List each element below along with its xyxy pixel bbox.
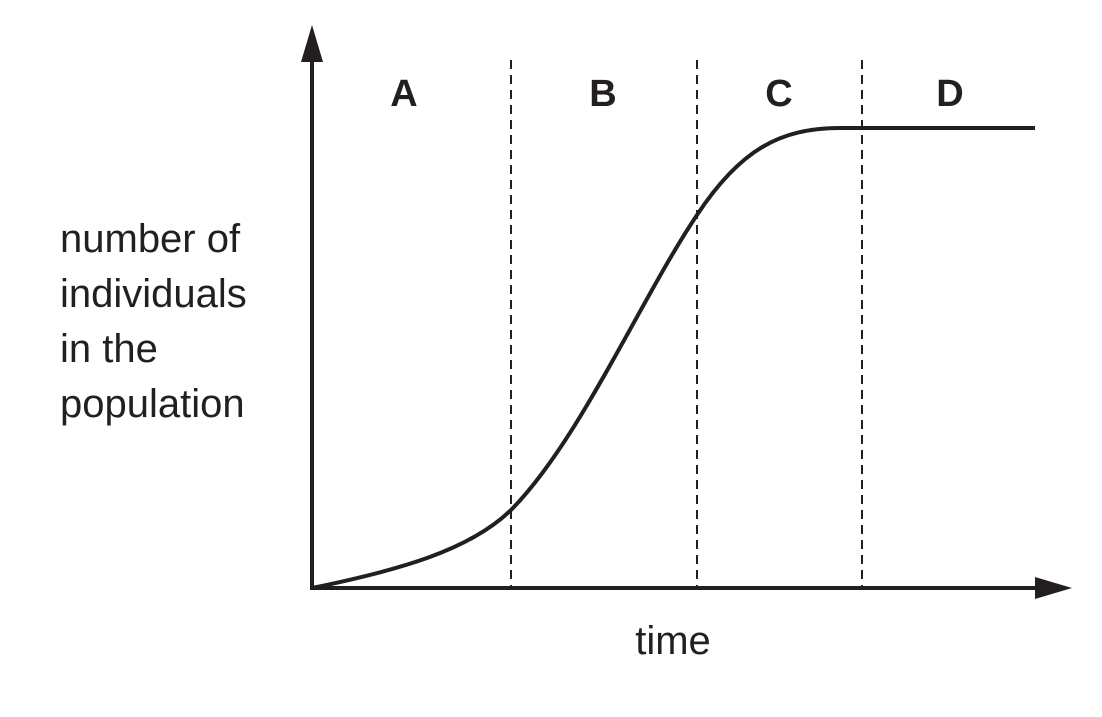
y-axis-arrow: [301, 25, 323, 62]
region-label: D: [936, 73, 963, 115]
region-label: C: [765, 73, 792, 115]
y-axis-label: number of: [60, 217, 241, 261]
region-label: A: [390, 73, 417, 115]
growth-curve: [311, 126, 1035, 590]
x-axis-arrow: [1035, 577, 1072, 599]
y-axis-label: in the: [60, 327, 158, 371]
x-axis-label: time: [635, 619, 711, 663]
y-axis-label: individuals: [60, 272, 247, 316]
region-label: B: [589, 73, 616, 115]
y-axis-label: population: [60, 382, 245, 426]
